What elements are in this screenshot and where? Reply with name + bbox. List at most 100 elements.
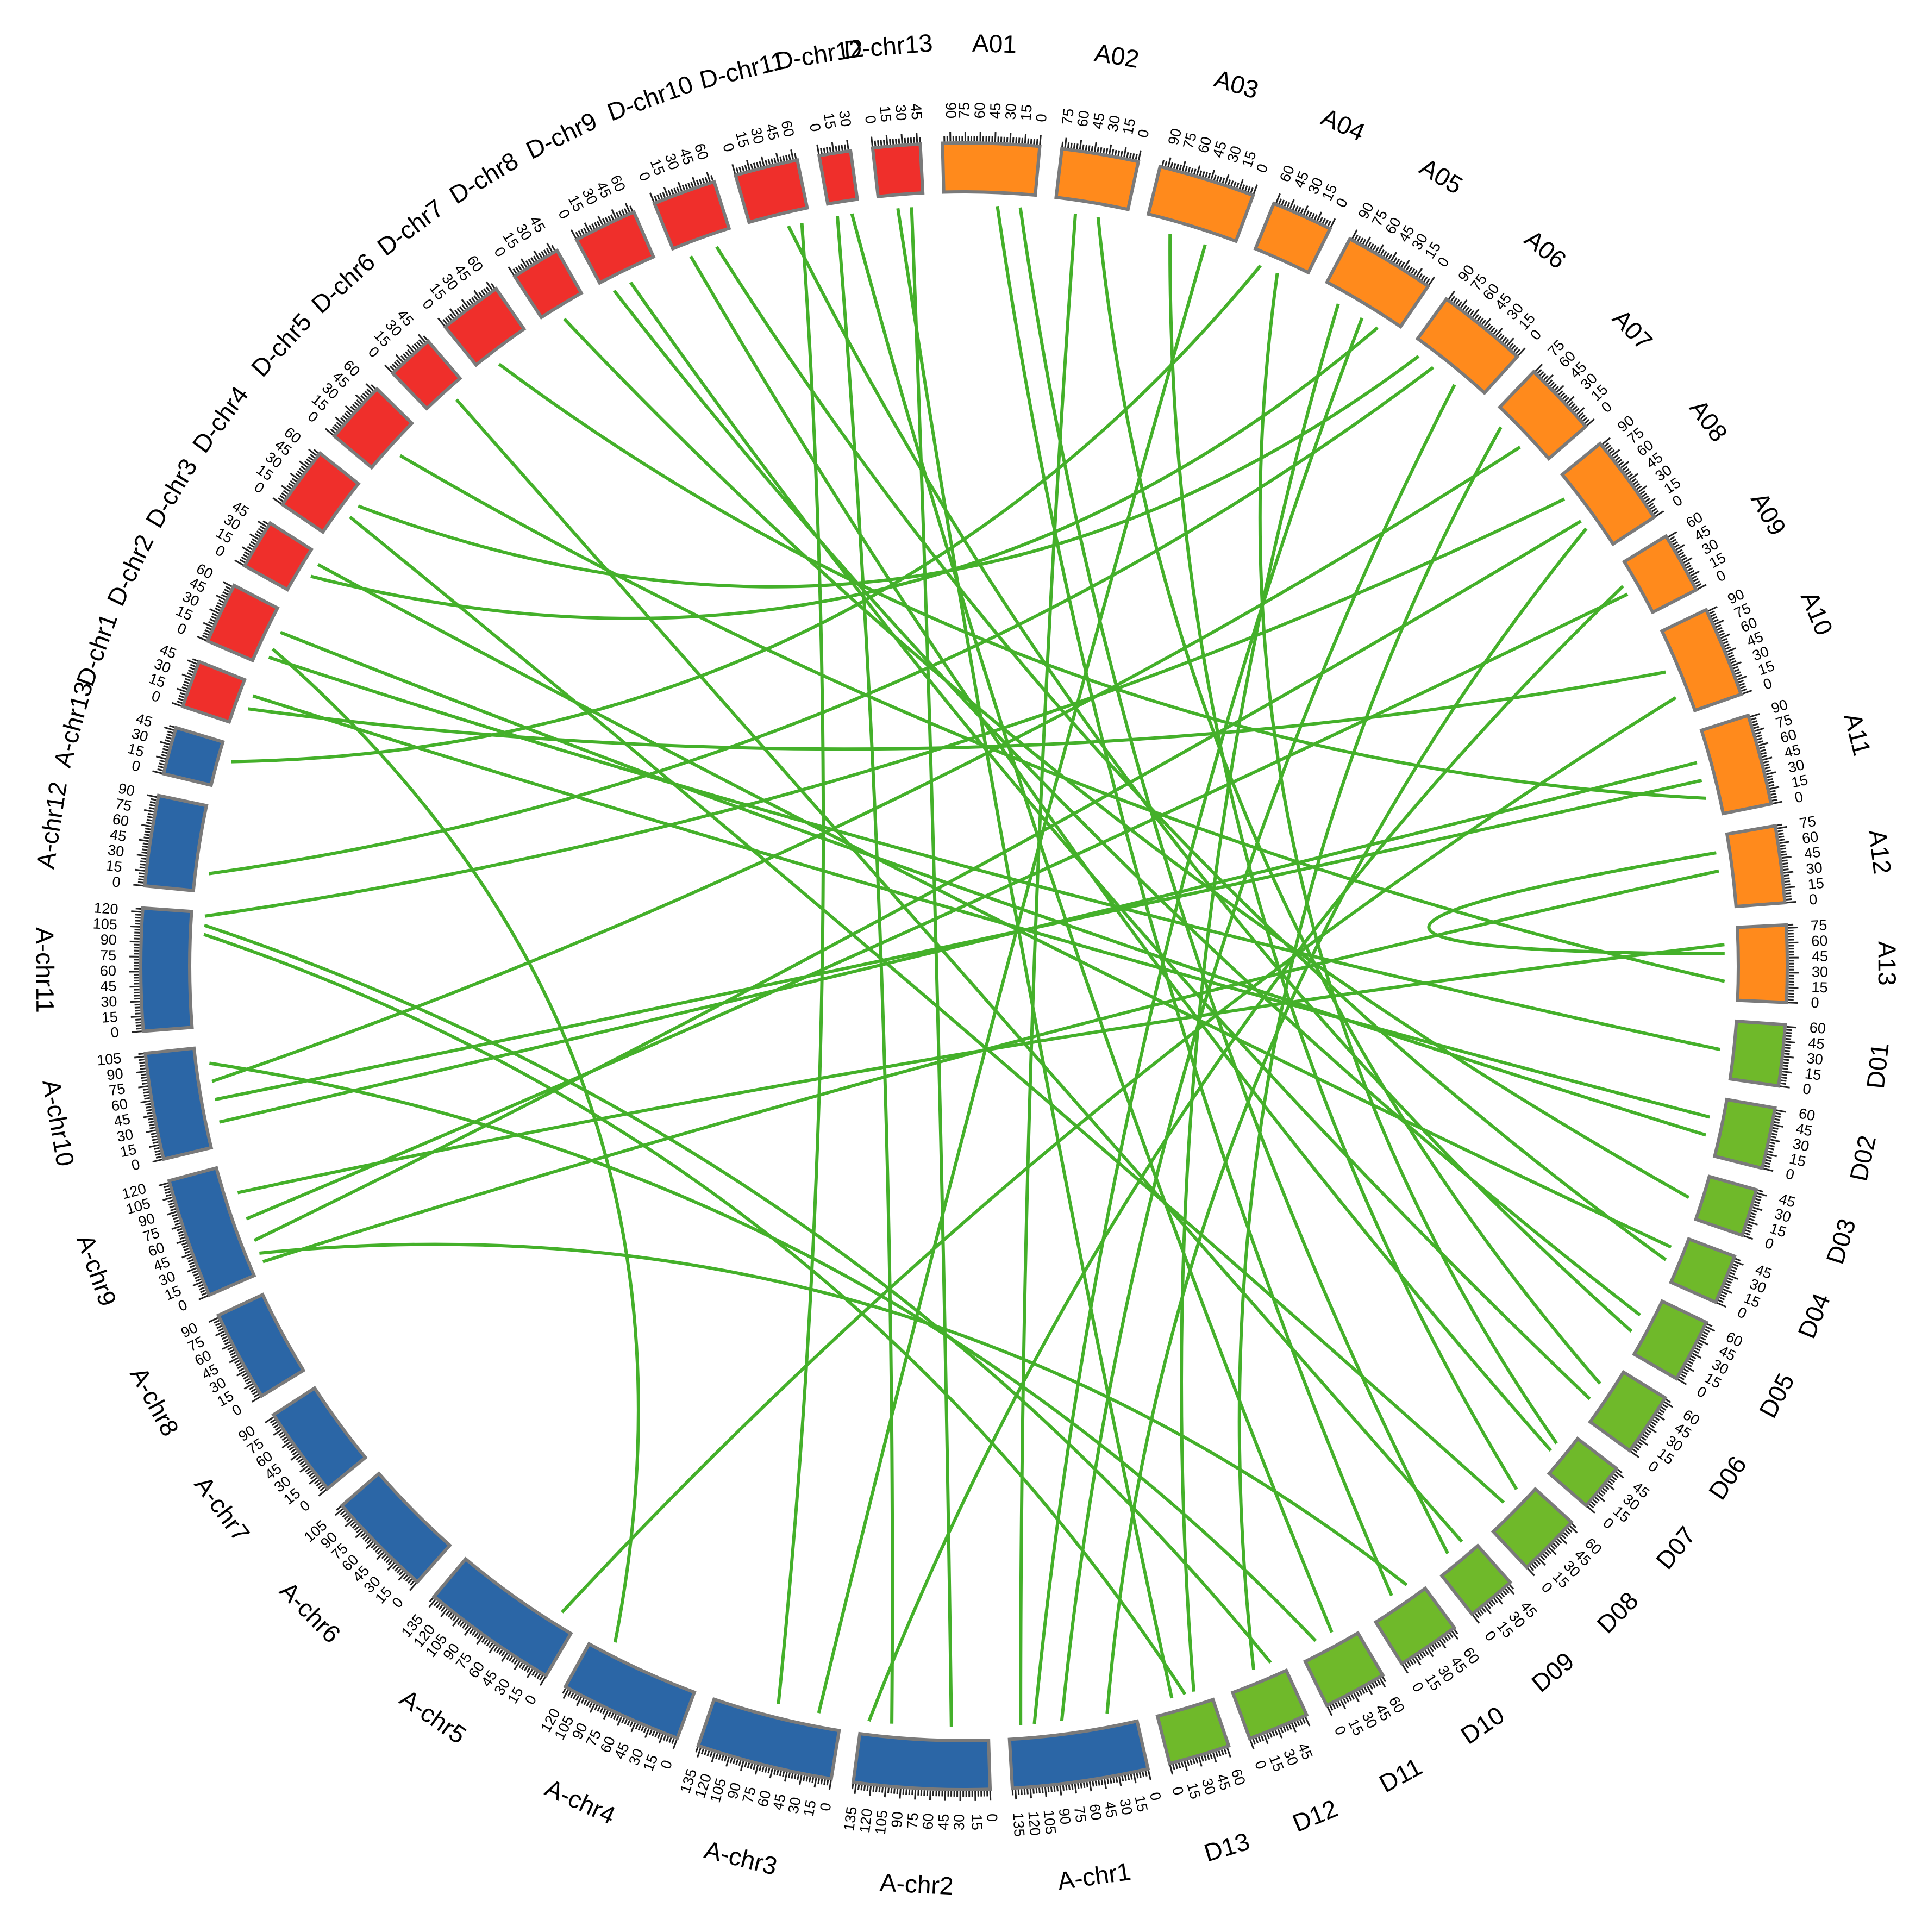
tick-mark [769,1768,773,1779]
tick-mark [829,146,832,153]
tick-mark [1767,775,1773,778]
tick-mark [1751,720,1758,723]
synteny-link [231,264,1262,764]
tick-mark [1340,1699,1347,1710]
tick-mark [164,726,174,731]
tick-mark [759,1765,762,1772]
tick-mark [152,770,162,774]
tick-mark [183,683,189,687]
tick-mark [1502,336,1507,342]
tick-mark [640,1726,644,1732]
tick-mark [1705,1325,1716,1332]
chromosome-label-A08: A08 [1684,395,1733,447]
tick-mark [250,541,256,545]
tick-mark [1205,172,1208,178]
tick-mark [1710,613,1717,617]
chromosome-A-chr5 [431,1556,573,1678]
tick-mark [1770,792,1776,796]
tick-mark [1567,1528,1573,1533]
tick-mark [1694,580,1700,585]
chromosome-label-A-chr8: A-chr8 [125,1362,185,1441]
tick-mark [442,319,447,324]
tick-label: 90 [100,931,117,948]
tick-mark [1504,1588,1510,1594]
tick-mark [147,812,154,816]
tick-mark [1172,1764,1175,1770]
tick-mark [1651,1421,1657,1426]
tick-mark [826,1779,829,1786]
chromosome-D-chr6 [390,339,462,411]
tick-mark [137,881,143,884]
tick-mark [1638,485,1648,492]
tick-mark [364,1537,370,1542]
tick-mark [1602,1487,1608,1492]
tick-mark [1725,1283,1731,1287]
tick-mark [1277,1729,1283,1739]
tick-mark [765,159,768,166]
tick-mark [205,626,211,630]
tick-mark [1763,760,1769,764]
tick-mark [215,1330,225,1337]
tick-mark [249,533,259,540]
synteny-link [349,516,1505,1504]
tick-mark [1115,1777,1118,1783]
tick-mark [209,618,215,622]
tick-label: 15 [101,1009,118,1026]
tick-mark [1745,1229,1751,1233]
tick-mark [184,1251,191,1254]
tick-mark [608,1711,612,1717]
tick-mark [1557,1539,1562,1544]
tick-mark [1731,1266,1738,1270]
tick-mark [1610,449,1615,454]
tick-mark [195,1278,202,1283]
tick-mark [313,449,319,454]
tick-mark [374,1547,380,1553]
tick-mark [1771,796,1777,799]
tick-mark [173,1219,180,1223]
tick-mark [1280,1727,1284,1734]
tick-mark [1760,749,1766,752]
tick-mark [1353,1692,1360,1703]
chromosome-label-D-chr2: D-chr2 [101,530,159,610]
tick-mark [371,384,376,390]
tick-mark [148,806,155,810]
tick-mark [1586,418,1595,427]
tick-mark [236,1370,246,1377]
tick-mark [1782,1067,1788,1070]
tick-mark [366,388,372,393]
tick-mark [272,497,282,504]
tick-mark [1713,618,1719,623]
tick-mark [1722,1291,1727,1295]
tick-mark [289,1446,295,1451]
tick-mark [709,1751,713,1758]
tick-mark [292,1451,298,1456]
tick-mark [437,317,445,327]
tick-mark [306,458,311,464]
tick-mark [662,192,666,198]
tick-mark [884,1787,887,1798]
tick-mark [613,1714,617,1720]
tick-mark [142,1082,148,1085]
tick-mark [690,182,694,187]
tick-mark [779,156,783,162]
chromosome-D03 [1693,1174,1758,1237]
tick-mark [447,1612,453,1618]
tick-mark [1768,1147,1774,1151]
tick-mark [459,1621,465,1627]
tick-label: 135 [1010,1812,1028,1837]
tick-mark [1694,1347,1701,1352]
tick-mark [1673,541,1679,546]
tick-mark [1169,1765,1174,1775]
tick-mark [344,1515,349,1520]
tick-mark [1788,941,1799,944]
tick-mark [199,1286,205,1291]
tick-mark [190,664,196,668]
tick-mark [1011,1790,1014,1796]
tick-mark [387,1562,395,1571]
tick-mark [290,1448,296,1453]
tick-mark [281,492,287,497]
tick-mark [1106,1778,1110,1784]
tick-mark [1739,683,1745,686]
tick-mark [817,1778,820,1784]
tick-mark [1765,769,1771,773]
